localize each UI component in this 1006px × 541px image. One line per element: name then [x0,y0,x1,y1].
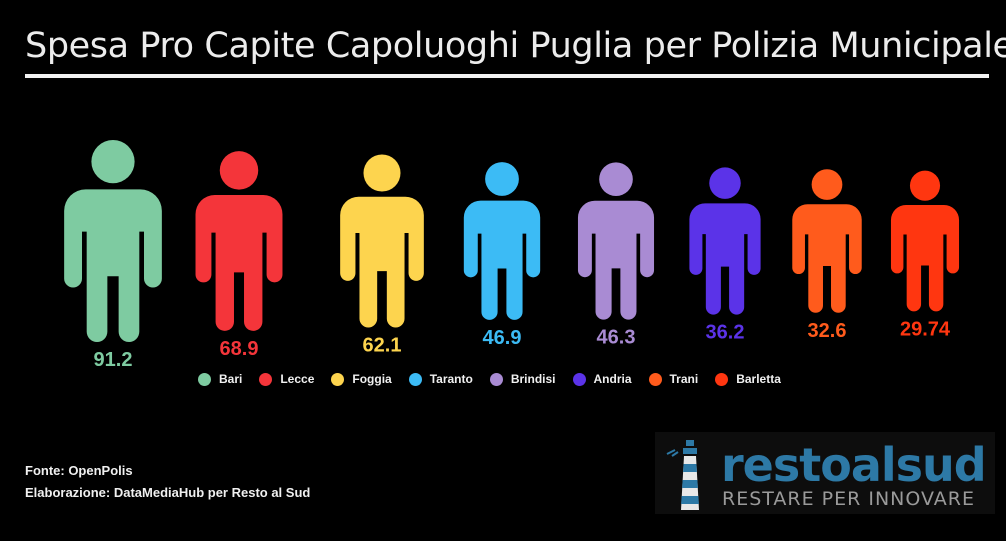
figure-body [689,203,761,315]
footer: Fonte: OpenPolis Elaborazione: DataMedia… [25,460,310,504]
pictogram-chart: 91.2 68.9 62.1 46.9 46.3 36.2 32.6 29.74 [64,140,960,371]
figure-brindisi [577,162,655,320]
legend-swatch [198,372,211,386]
legend-label: Foggia [352,372,392,386]
legend-label: Barletta [736,372,781,386]
figure-head [91,140,135,184]
restoalsud-logo: restoalsud RESTARE PER INNOVARE [655,432,995,514]
value-label-lecce: 68.9 [220,338,259,360]
legend-swatch [331,372,345,386]
legend-item-lecce: Lecce [259,372,314,386]
figure-body [890,204,960,312]
figure-lecce [195,151,283,331]
legend-item-barletta: Barletta [715,372,781,386]
figure-body [792,204,862,313]
figure-body [577,200,655,320]
figure-barletta [890,170,960,312]
legend-swatch [572,372,586,386]
value-label-andria: 36.2 [706,322,745,344]
legend-item-trani: Trani [648,372,699,386]
value-label-trani: 32.6 [808,320,847,342]
figure-head [909,170,941,201]
title-underline [25,74,989,78]
legend-swatch [259,372,273,386]
figure-head [363,154,401,192]
legend-swatch [715,372,729,386]
figure-body [463,200,541,320]
lighthouse-icon [666,440,699,510]
source-note: Fonte: OpenPolis [25,463,133,478]
chart-title: Spesa Pro Capite Capoluoghi Puglia per P… [25,26,1006,66]
logo-tagline: RESTARE PER INNOVARE [722,488,975,510]
legend-label: Brindisi [510,372,556,386]
legend-item-taranto: Taranto [408,372,473,386]
figure-head [485,162,519,196]
legend-item-bari: Bari [198,372,242,386]
figure-andria [689,167,761,315]
legend-swatch [648,372,662,386]
figure-head [219,151,259,190]
value-label-barletta: 29.74 [900,318,951,340]
legend-item-foggia: Foggia [331,372,392,386]
legend-label: Bari [219,372,243,386]
figure-taranto [463,162,541,320]
figure-body [195,195,283,331]
value-label-taranto: 46.9 [483,327,522,349]
figure-body [340,196,424,328]
legend-item-brindisi: Brindisi [489,372,556,386]
legend-label: Lecce [280,372,315,386]
legend-label: Taranto [429,372,473,386]
value-label-brindisi: 46.3 [597,327,636,349]
logo-wordmark: restoalsud [721,438,987,492]
legend-swatch [489,372,503,386]
legend-item-andria: Andria [572,372,632,386]
legend-label: Andria [593,372,632,386]
chart-legend: Bari Lecce Foggia Taranto Brindisi Andria Tran… [198,370,798,388]
legend-swatch [408,372,422,386]
credit-note: Elaborazione: DataMediaHub per Resto al … [25,485,311,500]
figure-head [709,167,741,199]
figure-head [811,169,843,200]
legend-label: Trani [669,372,699,386]
figure-body [64,189,162,342]
value-label-bari: 91.2 [94,349,133,371]
figure-foggia [340,154,424,328]
value-label-foggia: 62.1 [363,334,402,356]
figure-trani [792,169,862,313]
figure-bari [64,140,162,342]
figure-head [599,162,633,197]
